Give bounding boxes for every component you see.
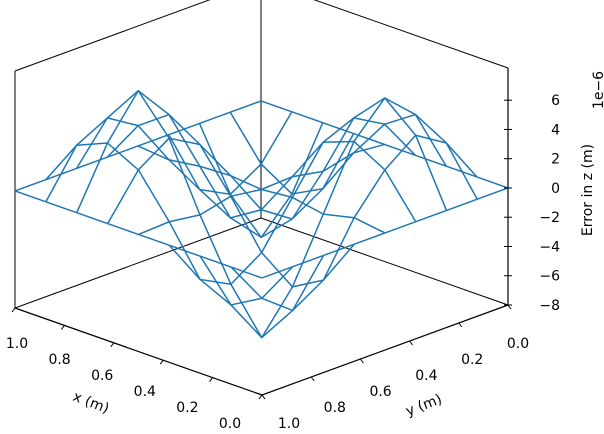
x-tick-label: 1.0 — [6, 336, 28, 352]
back-edge — [14, 0, 211, 72]
z-tick-label: −6 — [539, 269, 560, 285]
x-tick — [209, 377, 214, 382]
back-edge — [14, 217, 262, 309]
x-tick — [159, 359, 164, 365]
back-edge — [313, 0, 509, 69]
axis-ticks: 0.0 0.2 0.4 0.6 0.8 1.0 0.0 0.2 0.4 0.6 0.8 1.0 −8 −6… — [6, 93, 560, 432]
y-axis-label: y (m) — [404, 391, 445, 419]
z-offset-label: 1e−6 — [591, 71, 604, 109]
axes-box — [14, 0, 509, 396]
wire-line-x — [199, 97, 447, 339]
y-tick — [458, 322, 463, 328]
x-tick — [11, 307, 16, 313]
y-tick — [310, 376, 315, 382]
z-tick-label: −4 — [539, 239, 560, 255]
x-tick — [61, 325, 65, 330]
wire-line-y — [106, 113, 355, 288]
y-axis-line — [261, 304, 509, 396]
wire-line-y — [14, 190, 263, 279]
z-tick-label: −2 — [539, 210, 560, 226]
wire-line-x — [230, 134, 478, 312]
wire-line-y — [260, 100, 509, 189]
z-tick-label: 6 — [551, 93, 560, 109]
y-tick-label: 0.8 — [324, 400, 346, 416]
y-tick — [409, 340, 414, 346]
y-tick — [261, 394, 266, 400]
z-tick-label: −8 — [539, 298, 560, 314]
x-axis-line — [14, 307, 263, 396]
x-tick-label: 0.4 — [134, 384, 156, 400]
z-tick-label: 0 — [551, 181, 560, 197]
z-tick-label: 4 — [551, 122, 560, 138]
x-tick-label: 0.8 — [48, 352, 70, 368]
x-tick — [258, 394, 263, 400]
y-tick-label: 1.0 — [278, 416, 300, 430]
y-tick-label: 0.2 — [461, 352, 483, 368]
wire-line-y — [168, 134, 417, 223]
y-tick — [359, 358, 364, 364]
wireframe-surface — [14, 89, 509, 339]
x-tick-label: 0.6 — [91, 368, 113, 384]
wire-line-y — [45, 142, 294, 306]
x-tick-label: 0.2 — [176, 400, 198, 416]
z-tick-label: 2 — [551, 152, 560, 168]
wire-line-y — [198, 97, 448, 239]
x-axis-label: x (m) — [71, 389, 112, 417]
back-edge — [260, 217, 509, 306]
y-tick-label: 0.0 — [507, 336, 529, 352]
z-axis-label: Error in z (m) — [580, 144, 596, 236]
x-tick — [110, 342, 115, 348]
wire-line-y — [229, 111, 478, 200]
y-tick-label: 0.6 — [369, 384, 391, 400]
wire-line-y — [75, 89, 325, 339]
x-tick-label: 0.0 — [219, 416, 241, 430]
y-tick-label: 0.4 — [415, 368, 437, 384]
y-tick — [507, 304, 512, 310]
